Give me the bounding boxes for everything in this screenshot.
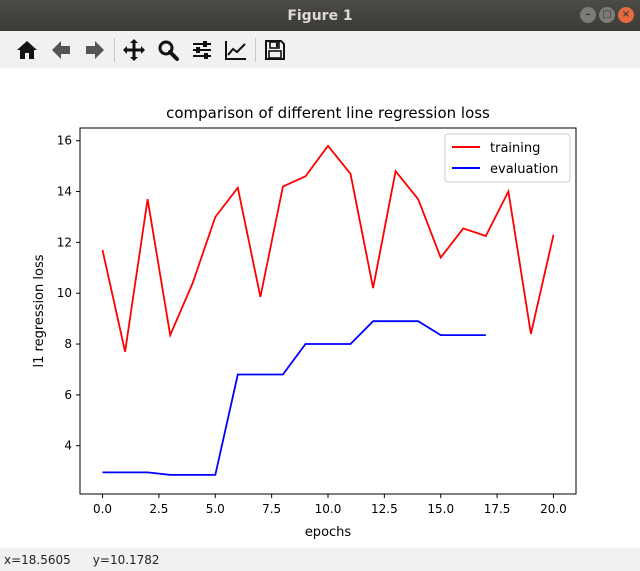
series-line-evaluation [102, 320, 486, 476]
figure-canvas[interactable]: 0.0 2.5 5.0 7.5 10.0 12.5 15.0 17.5 20.0 4 6 8 10 12… [0, 68, 640, 548]
y-axis-label: l1 regression loss [32, 254, 47, 367]
y-tick-label: 10 [57, 286, 72, 300]
legend-label-evaluation: evaluation [490, 162, 558, 177]
y-tick-label: 12 [57, 235, 72, 249]
home-button[interactable] [10, 33, 44, 67]
minimize-button[interactable]: – [580, 7, 596, 23]
y-tick-label: 16 [57, 134, 72, 148]
zoom-button[interactable] [151, 33, 185, 67]
line-chart-icon [225, 40, 246, 60]
series-layer [101, 144, 555, 476]
toolbar-separator [114, 37, 115, 62]
y-tick-label: 6 [64, 388, 72, 402]
y-tick-label: 14 [57, 185, 72, 199]
x-tick-label: 2.5 [149, 502, 168, 516]
home-icon [17, 40, 37, 59]
navigation-toolbar [0, 31, 640, 69]
line-chart: 0.0 2.5 5.0 7.5 10.0 12.5 15.0 17.5 20.0 4 6 8 10 12… [32, 104, 577, 540]
chart-title: comparison of different line regression … [166, 104, 490, 122]
x-tick-label: 17.5 [484, 502, 511, 516]
x-tick-label: 10.0 [315, 502, 342, 516]
configure-subplots-button[interactable] [185, 33, 219, 67]
pan-button[interactable] [117, 33, 151, 67]
x-axis: 0.0 2.5 5.0 7.5 10.0 12.5 15.0 17.5 20.0 [93, 494, 567, 516]
y-tick-label: 4 [64, 439, 72, 453]
sliders-icon [193, 40, 211, 59]
status-bar: x=18.5605 y=10.1782 [0, 548, 640, 571]
x-tick-label: 12.5 [371, 502, 398, 516]
x-tick-label: 20.0 [540, 502, 567, 516]
y-tick-label: 8 [64, 337, 72, 351]
arrow-right-icon [86, 40, 104, 59]
legend-label-training: training [490, 141, 540, 156]
legend: training evaluation [444, 133, 571, 183]
arrow-left-icon [52, 40, 70, 59]
edit-axis-button[interactable] [219, 33, 253, 67]
x-tick-label: 15.0 [427, 502, 454, 516]
magnifier-icon [158, 40, 179, 61]
close-button[interactable]: × [618, 7, 634, 23]
x-axis-label: epochs [305, 525, 352, 540]
y-axis: 4 6 8 10 12 14 16 [57, 134, 80, 453]
axes-background [80, 128, 576, 494]
window-title: Figure 1 [287, 7, 353, 24]
maximize-button[interactable]: □ [599, 7, 615, 23]
cursor-y-readout: y=10.1782 [92, 552, 160, 567]
forward-button[interactable] [78, 33, 112, 67]
cursor-x-readout: x=18.5605 [4, 552, 71, 567]
window-controls: – □ × [580, 7, 634, 23]
save-button[interactable] [258, 33, 292, 67]
x-tick-label: 5.0 [206, 502, 225, 516]
floppy-disk-icon [265, 39, 285, 60]
series-line-training [101, 144, 555, 352]
toolbar-separator [255, 37, 256, 62]
x-tick-label: 0.0 [93, 502, 112, 516]
window-titlebar: Figure 1 – □ × [0, 0, 640, 31]
back-button[interactable] [44, 33, 78, 67]
x-tick-label: 7.5 [262, 502, 281, 516]
move-icon [123, 38, 145, 61]
